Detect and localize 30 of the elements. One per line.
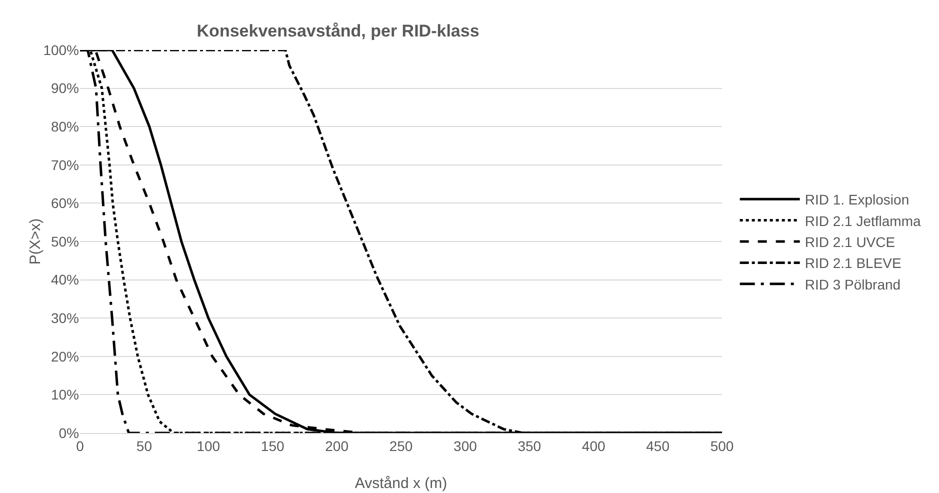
legend-label: RID 3 Pölbrand [804,276,901,292]
legend-label: RID 1. Explosion [804,192,910,208]
x-tick-label: 100 [196,438,220,454]
y-axis-title: P(X>x) [27,218,44,265]
x-tick-label: 500 [710,438,734,454]
x-tick-label: 400 [582,438,606,454]
x-tick-label: 300 [454,438,478,454]
legend-label: RID 2.1 Jetflamma [804,212,921,229]
x-tick-label: 200 [325,438,349,454]
x-tick-label: 350 [518,438,542,454]
y-tick-label: 10% [50,386,79,403]
legend-label: RID 2.1 UVCE [804,234,896,250]
chart-title: Konsekvensavstånd, per RID-klass [196,22,480,41]
y-tick-label: 30% [50,310,79,326]
x-tick-label: 450 [646,438,670,454]
y-tick-label: 50% [50,233,79,250]
x-axis-title: Avstånd x (m) [354,475,448,492]
y-tick-label: 80% [50,118,79,134]
y-tick-label: 40% [50,272,79,288]
y-tick-label: 20% [50,348,79,364]
x-tick-label: 150 [260,438,284,454]
y-tick-label: 70% [50,156,79,173]
y-tick-label: 90% [50,80,79,96]
y-tick-label: 0% [58,424,79,441]
y-tick-label: 100% [43,42,79,58]
y-tick-label: 60% [50,195,79,212]
x-tick-label: 50 [136,438,152,454]
x-tick-label: 250 [389,438,413,454]
legend-label: RID 2.1 BLEVE [804,255,902,272]
x-tick-label: 0 [76,438,84,454]
